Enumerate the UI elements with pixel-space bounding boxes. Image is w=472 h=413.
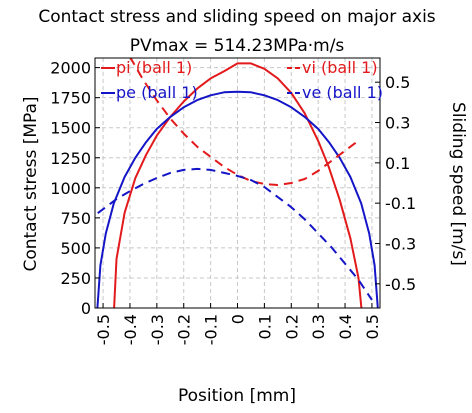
series-line-3: [97, 167, 373, 301]
y-axis-left-label: Contact stress [MPa]: [21, 96, 41, 271]
x-axis: -0.5 -0.4 -0.3 -0.2 -0.1 0 0.1 0.2 0.3 0.4 0.5: [94, 303, 382, 345]
x-tick-label: 0.4: [336, 314, 355, 339]
y-left-tick-label: 1250: [50, 149, 91, 168]
x-tick-label: -0.4: [121, 314, 140, 345]
x-tick-label: 0.2: [282, 314, 301, 339]
y-right-tick-label: 0.5: [385, 73, 410, 92]
y-right-tick-label: 0.3: [385, 114, 410, 133]
legend-label-3: ve (ball 1): [302, 83, 383, 102]
x-tick-label: -0.2: [175, 314, 194, 345]
y-left-tick-label: 0: [81, 299, 91, 318]
legend-label-2: vi (ball 1): [302, 58, 378, 77]
y-left-tick-label: 750: [60, 209, 91, 228]
y-right-tick-label: 0.1: [385, 154, 410, 173]
x-tick-label: -0.5: [94, 314, 113, 345]
x-tick-label: -0.1: [202, 314, 221, 345]
y-right-tick-label: -0.3: [385, 234, 416, 253]
x-tick-label: -0.3: [148, 314, 167, 345]
y-axis-right-label: Sliding speed [m/s]: [448, 102, 468, 266]
y-left-tick-label: 1000: [50, 179, 91, 198]
x-tick-label: 0: [229, 314, 248, 324]
legend-label-1: pe (ball 1): [116, 83, 198, 102]
y-right-tick-label: -0.1: [385, 194, 416, 213]
x-tick-label: 0.5: [363, 314, 382, 339]
y-left-tick-label: 500: [60, 239, 91, 258]
y-left-tick-label: 2000: [50, 59, 91, 78]
y-left-tick-label: 1750: [50, 89, 91, 108]
y-axis-right: -0.5 -0.3 -0.1 0.1 0.3 0.5: [375, 73, 416, 294]
y-left-tick-label: 250: [60, 269, 91, 288]
y-left-tick-label: 1500: [50, 119, 91, 138]
legend: pi (ball 1) pe (ball 1) vi (ball 1) ve (bal…: [101, 58, 383, 102]
y-right-tick-label: -0.5: [385, 275, 416, 294]
chart-subtitle: PVmax = 514.23MPa·m/s: [130, 36, 345, 56]
legend-label-0: pi (ball 1): [116, 58, 192, 77]
x-axis-label: Position [mm]: [178, 386, 296, 406]
series-line-1: [96, 90, 379, 308]
series-layer: [96, 58, 379, 308]
x-tick-label: 0.3: [309, 314, 328, 339]
x-tick-label: 0.1: [255, 314, 274, 339]
chart-title: Contact stress and sliding speed on majo…: [38, 7, 435, 27]
y-axis-left: 0 250 500 750 1000 1250 1500 1750 2000: [50, 59, 100, 318]
series-line-0: [113, 62, 363, 308]
